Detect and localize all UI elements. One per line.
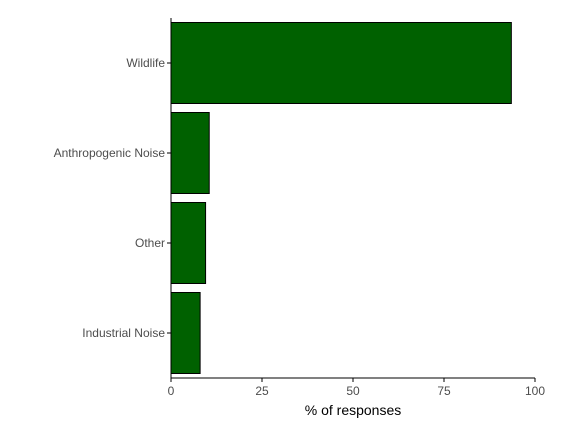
bar-wildlife bbox=[170, 22, 512, 104]
bar-industrial-noise bbox=[170, 292, 201, 374]
y-tick-label: Wildlife bbox=[126, 56, 165, 70]
x-tick-label: 25 bbox=[255, 384, 269, 398]
x-tick-label: 50 bbox=[346, 384, 360, 398]
bars-group bbox=[170, 22, 512, 374]
x-axis-title: % of responses bbox=[305, 402, 402, 418]
x-tick-label: 75 bbox=[437, 384, 451, 398]
x-axis-ticks: 0 25 50 75 100 bbox=[168, 378, 545, 398]
y-axis-ticks: Wildlife Anthropogenic Noise Other Industri… bbox=[54, 56, 171, 340]
x-tick-label: 0 bbox=[168, 384, 175, 398]
bar-anthropogenic-noise bbox=[170, 112, 210, 194]
y-tick-label: Industrial Noise bbox=[82, 326, 165, 340]
bar-other bbox=[170, 202, 207, 284]
x-tick-label: 100 bbox=[525, 384, 545, 398]
y-tick-label: Anthropogenic Noise bbox=[54, 146, 166, 160]
y-tick-label: Other bbox=[135, 236, 165, 250]
